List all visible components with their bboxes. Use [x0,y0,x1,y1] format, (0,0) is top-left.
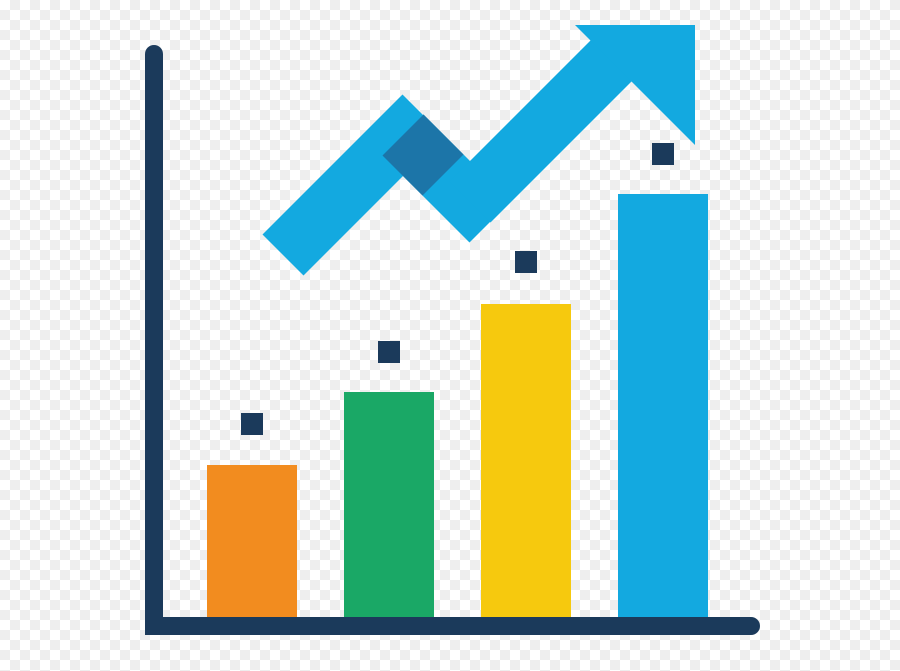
arrow-seg-3 [470,52,620,202]
arrow-overlap [403,135,443,175]
data-point-1 [241,413,263,435]
x-axis [145,617,760,635]
bar-2 [344,392,434,617]
growth-bar-chart-icon [145,45,765,635]
bar-3 [481,304,571,617]
trend-arrow-icon [245,25,695,285]
y-axis [145,45,163,635]
bar-1 [207,465,297,617]
data-point-2 [378,341,400,363]
arrow-seg-1 [283,115,423,255]
